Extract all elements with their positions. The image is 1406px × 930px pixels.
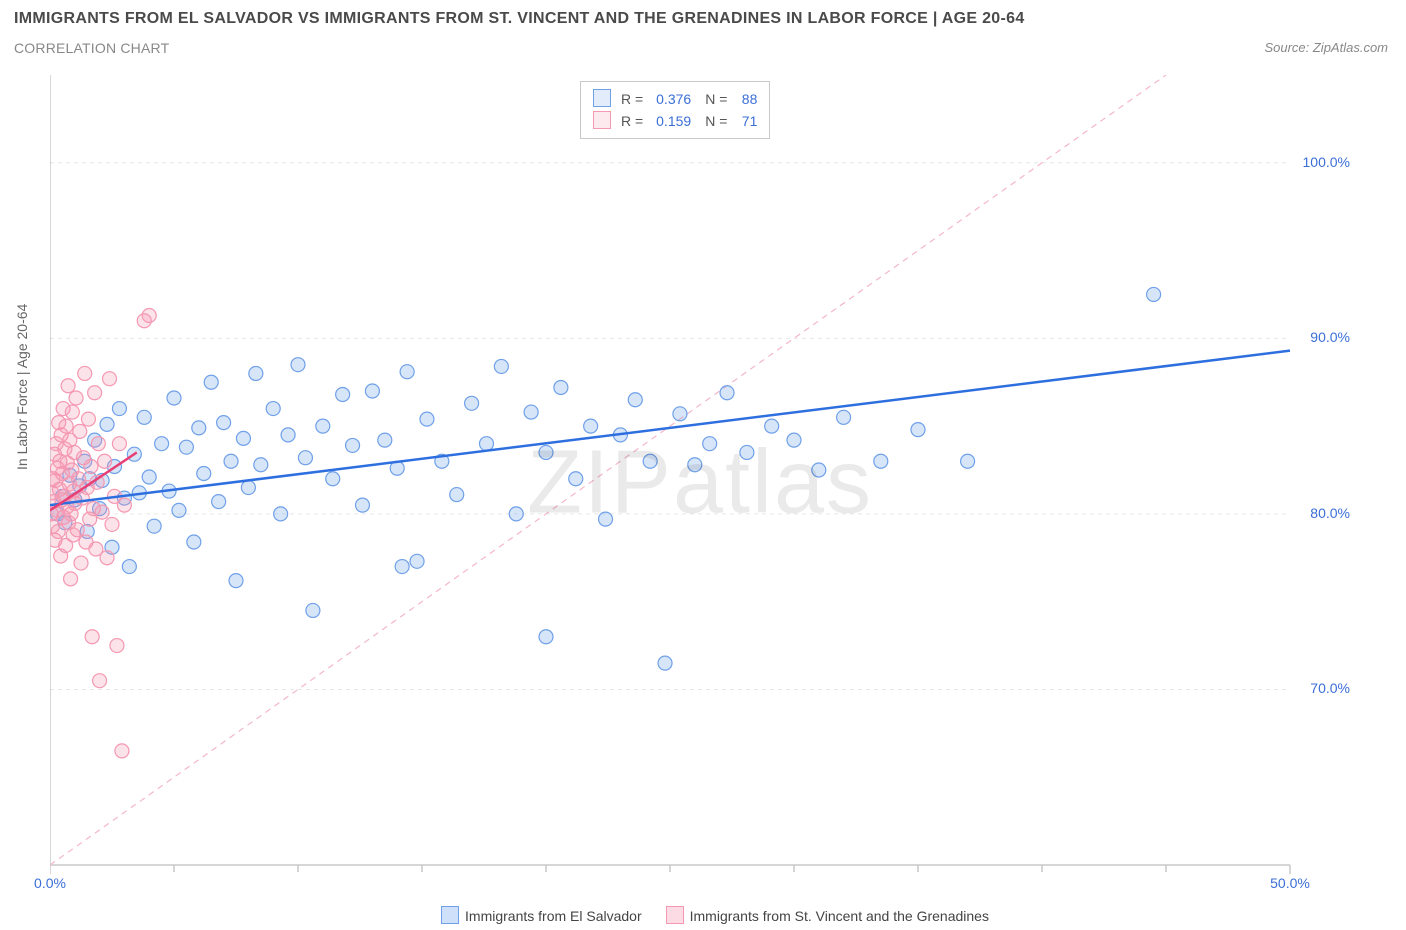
stat-r-value: 0.376 (643, 88, 691, 110)
legend-bottom: Immigrants from El Salvador Immigrants fr… (0, 906, 1406, 924)
stats-legend: R = 0.376 N = 88 R = 0.159 N = 71 (580, 81, 770, 139)
series-swatch (593, 89, 611, 107)
y-tick-label: 100.0% (1290, 154, 1350, 170)
stat-n-value: 71 (727, 110, 757, 132)
legend-label: Immigrants from St. Vincent and the Gren… (690, 908, 989, 924)
source-attribution: Source: ZipAtlas.com (1264, 40, 1388, 55)
page-title: IMMIGRANTS FROM EL SALVADOR VS IMMIGRANT… (14, 10, 1025, 28)
stat-n-label: N = (705, 88, 727, 110)
stats-row: R = 0.159 N = 71 (593, 110, 757, 132)
stats-row: R = 0.376 N = 88 (593, 88, 757, 110)
legend-swatch (666, 906, 684, 924)
stat-n-label: N = (705, 110, 727, 132)
y-tick-label: 90.0% (1290, 329, 1350, 345)
chart-subtitle: CORRELATION CHART (14, 40, 169, 56)
x-tick-label: 50.0% (1270, 875, 1310, 891)
series-swatch (593, 111, 611, 129)
chart-area: ZIPatlas R = 0.376N = 88R = 0.159N = 71 … (50, 75, 1350, 890)
stat-n-value: 88 (727, 88, 757, 110)
y-axis-label: In Labor Force | Age 20-64 (14, 304, 30, 470)
legend-label: Immigrants from El Salvador (465, 908, 642, 924)
y-tick-label: 70.0% (1290, 680, 1350, 696)
x-tick-label: 0.0% (34, 875, 66, 891)
y-tick-label: 80.0% (1290, 505, 1350, 521)
stat-r-value: 0.159 (643, 110, 691, 132)
stat-r-label: R = (621, 110, 643, 132)
legend-swatch (441, 906, 459, 924)
stat-r-label: R = (621, 88, 643, 110)
scatter-chart (50, 75, 1350, 890)
